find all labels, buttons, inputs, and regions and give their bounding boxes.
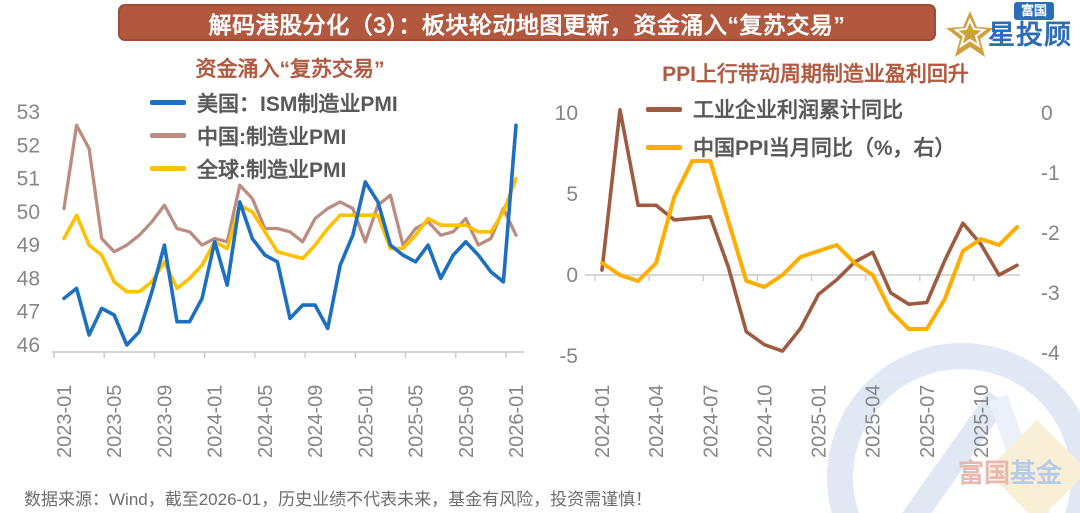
y-tick-label: 49	[17, 234, 40, 257]
logo-box-text: 富国	[1014, 2, 1055, 20]
x-tick-label: 2025-04	[863, 385, 885, 458]
line-swatch-icon	[150, 166, 186, 171]
series-line	[62, 176, 518, 294]
watermark-text: 富国基金	[958, 458, 1063, 488]
right-y-tick-label: -2	[1041, 222, 1060, 245]
left-chart-plot: 2023-01 2023-05 2023-09 2024-01 2024-05 2024-…	[17, 101, 528, 458]
line-swatch-icon	[646, 144, 682, 150]
x-tick-label: 2024-04	[646, 385, 668, 458]
y-tick-label: 52	[17, 134, 40, 157]
legend-item: 全球:制造业PMI	[150, 152, 398, 185]
series-line	[600, 159, 1019, 331]
legend-label: 美国：ISM制造业PMI	[197, 92, 398, 116]
series-line	[600, 108, 1019, 353]
legend-item: 中国PPI当月同比（%，右）	[646, 128, 956, 166]
legend-label: 工业企业利润累计同比	[693, 99, 903, 122]
x-tick-label: 2023-09	[154, 385, 176, 458]
x-tick-label: 2025-01	[355, 385, 377, 458]
y-tick-label: 47	[17, 301, 40, 324]
x-tick-label: 2025-05	[406, 385, 428, 458]
left-chart-legend: 美国：ISM制造业PMI 中国:制造业PMI 全球:制造业PMI	[150, 86, 398, 185]
x-tick-label: 2024-10	[754, 385, 776, 458]
y-tick-label: 46	[17, 334, 40, 357]
series-line	[62, 123, 518, 347]
x-tick-label: 2024-07	[700, 385, 722, 458]
right-chart-title: PPI上行带动周期制造业盈利回升	[662, 63, 969, 86]
right-y-tick-label: -1	[1041, 162, 1060, 185]
legend-label: 中国PPI当月同比（%，右）	[693, 137, 956, 160]
x-tick-label: 2024-09	[305, 385, 327, 458]
line-swatch-icon	[150, 133, 186, 138]
y-tick-label: 48	[17, 267, 40, 290]
data-source-disclaimer: 数据来源：Wind，截至2026-01，历史业绩不代表未来，基金有风险，投资需谨…	[24, 490, 653, 509]
right-chart-plot: 2024-01 2024-04 2024-07 2024-10 2025-01 2025-…	[555, 102, 1060, 458]
x-tick-label: 2025-10	[971, 385, 993, 458]
right-y-tick-label: -3	[1041, 282, 1060, 305]
y-tick-label: 53	[17, 101, 40, 124]
line-swatch-icon	[646, 106, 682, 112]
y-tick-label: 51	[17, 168, 40, 191]
legend-label: 全球:制造业PMI	[197, 158, 347, 182]
x-tick-label: 2024-05	[255, 385, 277, 458]
right-y-tick-label: 0	[1041, 102, 1053, 125]
banner-title: 解码港股分化（3）：板块轮动地图更新，资金涌入“复苏交易”	[208, 11, 846, 38]
left-chart-title: 资金涌入“复苏交易”	[195, 58, 385, 81]
brand-logo: 富国 星投顾	[944, 2, 1076, 58]
x-tick-label: 2024-01	[592, 385, 614, 458]
left-y-tick-label: 10	[555, 102, 578, 125]
left-y-tick-label: 0	[566, 264, 578, 287]
y-tick-label: 50	[17, 201, 40, 224]
logo-main-text: 星投顾	[988, 20, 1072, 50]
watermark-circle	[827, 343, 1080, 513]
banner: 解码港股分化（3）：板块轮动地图更新，资金涌入“复苏交易”	[118, 4, 936, 41]
right-y-tick-label: -4	[1041, 342, 1060, 365]
line-swatch-icon	[150, 100, 186, 105]
left-y-tick-label: -5	[559, 345, 578, 368]
legend-item: 美国：ISM制造业PMI	[150, 86, 398, 119]
x-tick-label: 2025-01	[809, 385, 831, 458]
x-tick-label: 2026-01	[506, 385, 528, 458]
left-y-tick-label: 5	[566, 183, 578, 206]
star-icon	[946, 11, 994, 57]
x-tick-label: 2023-01	[54, 385, 76, 458]
legend-label: 中国:制造业PMI	[197, 125, 347, 149]
watermark-leaf	[902, 391, 1008, 513]
x-tick-label: 2024-01	[205, 385, 227, 458]
x-tick-label: 2025-07	[917, 385, 939, 458]
legend-item: 中国:制造业PMI	[150, 119, 398, 152]
right-chart-legend: 工业企业利润累计同比 中国PPI当月同比（%，右）	[646, 90, 956, 166]
series-line	[62, 123, 518, 254]
legend-item: 工业企业利润累计同比	[646, 90, 956, 128]
x-tick-label: 2025-09	[456, 385, 478, 458]
x-tick-label: 2023-05	[104, 385, 126, 458]
